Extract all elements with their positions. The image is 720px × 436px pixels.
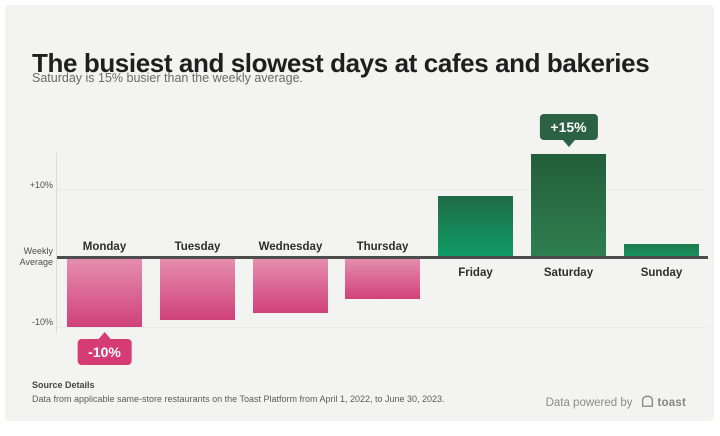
source-details-text: Data from applicable same-store restaura… [32, 394, 445, 404]
toast-brand-name: toast [657, 397, 686, 409]
bar-sunday [624, 244, 699, 258]
chart-title: The busiest and slowest days at cafes an… [32, 48, 650, 79]
day-label-tuesday: Tuesday [174, 241, 221, 253]
day-label-monday: Monday [82, 241, 127, 253]
day-label-wednesday: Wednesday [258, 241, 323, 253]
chart-subtitle: Saturday is 15% busier than the weekly a… [32, 71, 303, 85]
source-details-label: Source Details [32, 380, 95, 390]
bar-monday [67, 258, 142, 327]
bar-wednesday [253, 258, 328, 313]
bar-saturday [531, 154, 606, 258]
day-label-sunday: Sunday [640, 267, 683, 279]
toast-bread-icon [640, 394, 655, 412]
day-label-saturday: Saturday [543, 267, 594, 279]
bar-tuesday [160, 258, 235, 320]
zero-baseline [57, 256, 708, 259]
gridline-plus-10 [57, 189, 708, 190]
badge-monday: -10% [77, 339, 132, 365]
y-tick-minus-10: -10% [31, 317, 53, 327]
weekly-average-line-1: Weekly [23, 246, 53, 256]
weekly-average-label: Weekly Average [11, 246, 53, 268]
day-label-friday: Friday [458, 267, 493, 279]
day-label-thursday: Thursday [356, 241, 409, 253]
weekly-average-line-2: Average [19, 257, 53, 267]
y-axis-line [56, 153, 57, 333]
powered-by-text: Data powered by [545, 397, 633, 409]
bar-friday [438, 196, 513, 258]
gridline-minus-10 [57, 327, 708, 328]
bar-chart: +10% -10% Weekly Average Monday Tuesday We… [5, 5, 720, 436]
data-powered-by: Data powered by toast [546, 394, 686, 412]
y-tick-plus-10: +10% [29, 180, 53, 190]
badge-saturday: +15% [539, 114, 598, 140]
infographic-card: The busiest and slowest days at cafes an… [5, 5, 714, 421]
bar-thursday [345, 258, 420, 299]
